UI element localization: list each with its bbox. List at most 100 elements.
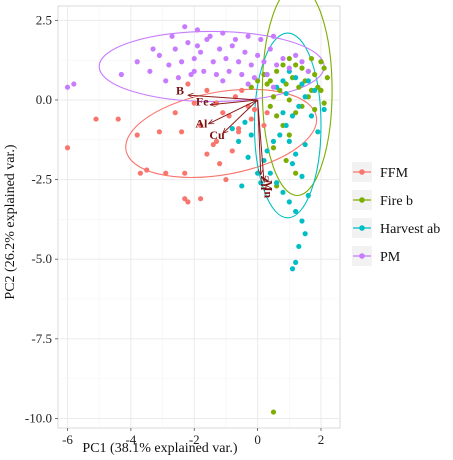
point-fire-b <box>286 55 292 62</box>
x-tick-label: -6 <box>62 432 73 447</box>
point-ffm <box>239 87 245 93</box>
point-harvest-ab <box>302 94 308 100</box>
point-fire-b <box>283 157 289 164</box>
point-fire-b <box>267 78 273 84</box>
point-harvest-ab <box>321 106 327 113</box>
point-pm <box>191 55 197 62</box>
point-ffm <box>216 161 223 167</box>
point-harvest-ab <box>283 90 289 97</box>
point-fire-b <box>280 62 286 68</box>
y-tick-label: -7.5 <box>31 331 52 346</box>
point-ffm <box>64 145 71 151</box>
point-harvest-ab <box>236 138 242 144</box>
point-pm <box>134 59 140 65</box>
point-harvest-ab <box>289 161 296 167</box>
point-ffm <box>261 122 267 129</box>
point-fire-b <box>312 106 318 113</box>
point-pm <box>270 84 277 90</box>
point-harvest-ab <box>280 78 286 84</box>
point-harvest-ab <box>299 218 305 224</box>
panel-background <box>57 5 341 429</box>
point-harvest-ab <box>315 129 321 135</box>
point-fire-b <box>293 62 299 68</box>
legend-label: Fire b <box>380 194 413 209</box>
point-ffm <box>210 141 216 148</box>
point-harvest-ab <box>239 183 245 189</box>
point-fire-b <box>296 84 302 90</box>
point-pm <box>248 62 254 68</box>
point-harvest-ab <box>302 231 308 237</box>
point-pm <box>258 36 264 43</box>
point-ffm <box>182 170 188 176</box>
point-harvest-ab <box>277 132 283 138</box>
point-harvest-ab <box>293 259 299 265</box>
point-harvest-ab <box>286 199 292 205</box>
legend-key-dot <box>359 169 365 175</box>
point-pm <box>64 84 71 90</box>
point-fire-b <box>283 81 289 87</box>
point-pm <box>216 46 223 52</box>
loading-label-b: B <box>176 84 184 98</box>
point-pm <box>207 33 213 39</box>
point-ffm <box>156 129 162 135</box>
loading-label-fe: Fe <box>196 95 209 109</box>
legend-label: PM <box>380 250 401 265</box>
point-harvest-ab <box>289 266 296 272</box>
point-pm <box>147 68 153 74</box>
point-fire-b <box>286 97 292 103</box>
x-tick-label: 0 <box>254 432 261 447</box>
point-pm <box>163 78 169 84</box>
legend-key-dot <box>359 225 365 231</box>
point-pm <box>251 75 258 81</box>
y-tick-label: 0.0 <box>36 92 52 107</box>
point-pm <box>220 78 226 84</box>
point-pm <box>185 40 191 46</box>
point-pm <box>118 71 124 78</box>
point-pm <box>201 68 207 74</box>
point-harvest-ab <box>286 138 292 144</box>
x-tick-label: -2 <box>189 432 200 447</box>
point-harvest-ab <box>242 119 248 125</box>
loading-arrow-b <box>188 95 258 101</box>
point-fire-b <box>293 110 299 116</box>
point-fire-b <box>318 59 324 65</box>
ellipse-ffm <box>125 88 318 179</box>
point-harvest-ab <box>293 151 299 157</box>
y-axis-label: PC2 (26.2% explained var.) <box>3 144 18 299</box>
point-ffm <box>178 129 185 135</box>
point-pm <box>188 71 194 78</box>
y-tick-label: -2.5 <box>31 172 52 187</box>
point-harvest-ab <box>245 154 251 160</box>
point-pm <box>197 49 204 55</box>
point-ffm <box>172 110 178 116</box>
point-ffm <box>197 122 204 129</box>
point-ffm <box>229 148 235 154</box>
point-pm <box>194 27 201 33</box>
point-ffm <box>223 176 229 183</box>
point-pm <box>261 59 267 65</box>
legend: FFM Fire b Harvest ab PM <box>352 162 440 266</box>
point-pm <box>270 33 277 39</box>
point-fire-b <box>321 100 327 106</box>
point-fire-b <box>308 55 315 62</box>
point-ffm <box>204 87 210 93</box>
point-ffm <box>197 196 204 202</box>
point-pm <box>239 71 245 78</box>
point-pm <box>264 71 270 78</box>
loading-label-mn: Mn <box>262 180 276 198</box>
point-harvest-ab <box>270 138 277 144</box>
point-harvest-ab <box>305 192 311 199</box>
point-ffm <box>163 170 169 176</box>
point-pm <box>286 65 292 71</box>
point-fire-b <box>293 170 299 176</box>
point-harvest-ab <box>296 243 302 250</box>
y-tick-label: -5.0 <box>31 251 52 266</box>
point-pm <box>223 55 229 62</box>
point-ffm <box>220 110 226 116</box>
point-pm <box>150 46 156 52</box>
point-ffm <box>93 116 99 122</box>
point-pm <box>194 43 201 49</box>
point-pm <box>242 49 248 55</box>
point-pm <box>305 68 311 74</box>
